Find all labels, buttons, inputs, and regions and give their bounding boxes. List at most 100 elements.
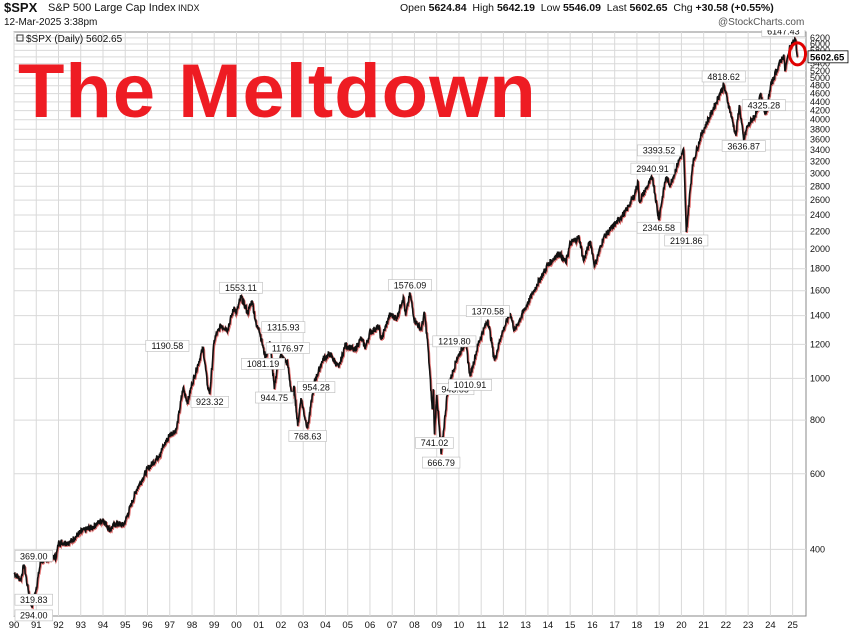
y-tick-label: 4200 [810,106,830,116]
y-tick-label: 400 [810,544,825,554]
overlay-title: The Meltdown [18,49,537,134]
x-tick-label: 06 [365,620,376,631]
x-tick-label: 97 [164,620,175,631]
annotation-label: 4325.28 [748,100,781,110]
annotation-label: 3636.87 [727,141,760,151]
x-tick-label: 09 [431,620,442,631]
annotation-box [190,396,229,408]
annotation-box [465,305,510,317]
annotation-label: 1370.58 [472,306,505,316]
x-tick-label: 91 [31,620,42,631]
annotation-label: 923.32 [196,397,224,407]
annotation-box [664,234,709,247]
x-tick-label: 17 [609,620,620,631]
low-label: Low [540,2,561,14]
annotation-box [630,162,675,175]
annotation-box [288,430,327,442]
annotation-label: 1190.58 [151,341,183,351]
y-tick-label: 6000 [810,39,830,49]
annotation-box [415,437,454,449]
exchange-label: INDX [178,3,200,13]
annotation-label: 1010.91 [454,380,487,390]
highlight-circle [788,41,808,67]
y-tick-label: 5800 [810,45,830,55]
x-tick-label: 96 [142,620,153,631]
annotation-label: 6147.43 [767,30,800,36]
y-tick-label: 2000 [810,244,830,254]
annotation-label: 319.83 [20,595,48,605]
annotation-box [432,335,477,348]
x-tick-label: 10 [454,620,465,631]
last-value: 5602.65 [629,2,668,14]
x-tick-label: 94 [98,620,109,631]
y-tick-label: 4400 [810,97,830,107]
x-tick-label: 98 [187,620,198,631]
chg-value: +30.58 (+0.55%) [695,2,774,14]
annotation-label: 954.28 [302,382,330,392]
y-tick-label: 3200 [810,156,830,166]
annotation-label: 1176.97 [272,343,304,353]
annotation-box [422,456,461,469]
annotation-box [701,70,746,83]
x-tick-label: 95 [120,620,131,631]
y-tick-label: 5400 [810,59,830,69]
x-tick-label: 19 [654,620,665,631]
annotation-box [219,281,263,294]
stockcharts-watermark: @StockCharts.com [718,17,805,28]
annotation-box [14,593,53,606]
annotation-box [297,381,336,393]
y-tick-label: 2200 [810,226,830,236]
x-tick-label: 04 [320,620,331,631]
y-tick-label: 4000 [810,115,830,125]
annotation-label: 944.75 [261,393,289,403]
high-label: High [472,2,495,14]
annotation-label: 1553.11 [225,283,257,293]
ohlc-readout: Open 5624.84 High 5642.19 Low 5546.09 La… [400,2,774,14]
last-price-label: 5602.65 [810,52,845,63]
x-tick-label: 93 [75,620,86,631]
y-tick-label: 2600 [810,195,830,205]
annotation-label: 768.63 [294,431,322,441]
annotation-box [14,550,53,562]
x-tick-label: 23 [743,620,754,631]
high-value: 5642.19 [496,2,535,14]
y-tick-label: 1000 [810,373,830,383]
y-tick-label: 4800 [810,81,830,91]
annotation-box [388,279,432,291]
y-tick-label: 1200 [810,339,830,349]
y-tick-label: 3800 [810,124,830,134]
x-tick-label: 13 [520,620,531,631]
y-tick-label: 3400 [810,145,830,155]
annotation-label: 666.79 [427,458,455,468]
y-tick-label: 5200 [810,66,830,76]
y-tick-label: 1400 [810,311,830,321]
annotation-label: 1315.93 [267,322,300,332]
x-tick-label: 08 [409,620,420,631]
annotation-label: 4818.62 [707,72,740,82]
open-value: 5624.84 [428,2,467,14]
y-tick-label: 1600 [810,286,830,296]
x-tick-label: 16 [587,620,598,631]
open-label: Open [400,2,426,14]
x-tick-label: 22 [721,620,732,631]
annotation-box [448,379,492,391]
annotation-box [721,140,766,152]
annotation-box [636,221,681,234]
y-tick-label: 4600 [810,89,830,99]
y-tick-label: 600 [810,469,825,479]
x-tick-label: 24 [765,620,776,631]
x-tick-label: 02 [276,620,287,631]
chart-legend: $SPX (Daily) 5602.65 [26,34,123,45]
low-value: 5546.09 [562,2,601,14]
x-tick-label: 03 [298,620,309,631]
x-tick-label: 07 [387,620,398,631]
annotation-label: 2346.58 [642,223,675,233]
annotation-box [145,340,190,352]
x-tick-label: 11 [476,620,486,631]
y-tick-label: 800 [810,415,825,425]
x-tick-label: 00 [231,620,242,631]
y-tick-label: 6200 [810,33,830,43]
y-tick-label: 5000 [810,73,830,83]
annotation-label: 369.00 [20,551,48,561]
annotation-box [261,321,306,333]
